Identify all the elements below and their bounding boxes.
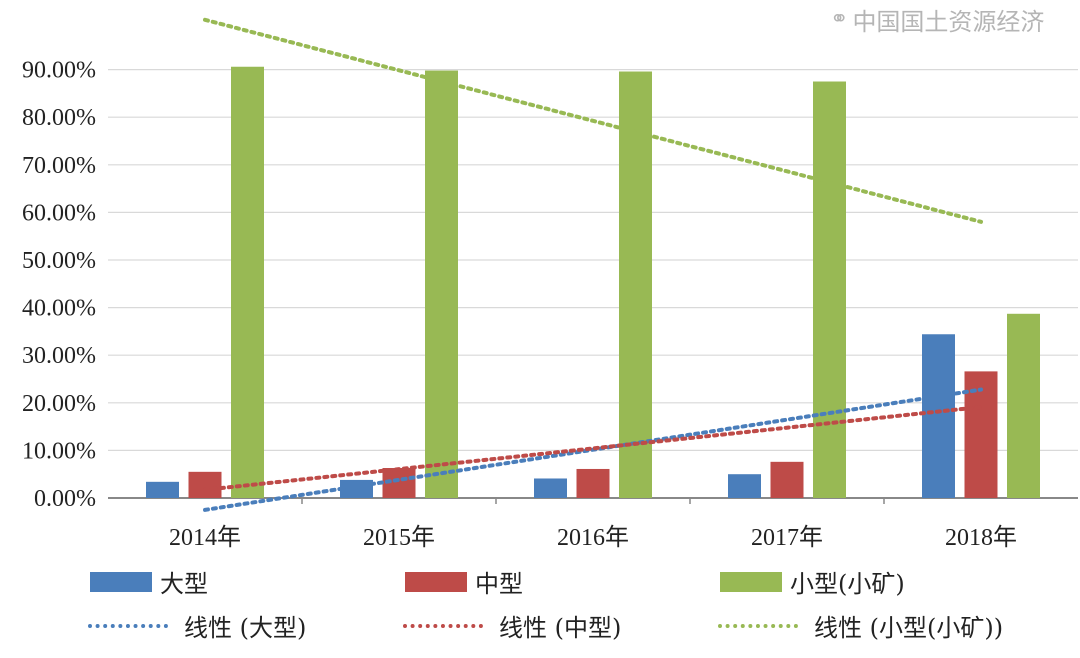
bar-0-1 xyxy=(340,479,373,498)
bar-2-1 xyxy=(425,70,458,498)
legend-label: 线性 (中型) xyxy=(499,614,622,642)
x-tick-label: 2016年 xyxy=(557,524,629,551)
bar-0-2 xyxy=(534,478,567,498)
legend-label: 中型 xyxy=(475,570,523,598)
legend-dotted-line-large xyxy=(88,623,168,628)
x-axis-ticks: 2014年 2015年 2016年 2017年 2018年 xyxy=(169,498,1017,551)
legend-item-medium: 中型 xyxy=(405,564,523,599)
bar-2-0 xyxy=(231,66,264,498)
bar-0-4 xyxy=(922,334,955,498)
legend-label: 线性 (大型) xyxy=(184,614,307,642)
y-tick-label: 0.00% xyxy=(34,486,96,512)
trendline-0 xyxy=(203,387,983,512)
legend-item-small: 小型(小矿) xyxy=(720,564,905,599)
legend-item-trend-large: 线性 (大型) xyxy=(88,608,306,643)
bar-1-4 xyxy=(964,371,998,498)
watermark: ⚭ 中国国土资源经济 xyxy=(830,2,1044,37)
y-axis-ticks: 0.00% 10.00% 20.00% 30.00% 40.00% 50.00% 60.00… xyxy=(22,58,96,512)
bar-1-3 xyxy=(770,461,804,498)
legend-label: 大型 xyxy=(160,570,208,598)
y-tick-label: 70.00% xyxy=(22,153,96,179)
legend-swatch-medium xyxy=(405,571,467,592)
wechat-icon: ⚭ xyxy=(830,7,849,32)
trendline-2 xyxy=(203,17,983,224)
legend-item-trend-small: 线性 (小型(小矿)) xyxy=(718,608,1003,643)
bar-2-3 xyxy=(813,81,846,498)
bar-2-2 xyxy=(619,71,652,498)
watermark-text: 中国国土资源经济 xyxy=(852,8,1045,36)
x-tick-label: 2015年 xyxy=(363,524,435,551)
legend-item-large: 大型 xyxy=(90,564,208,599)
legend-swatch-small xyxy=(720,571,782,592)
bar-0-3 xyxy=(728,474,761,498)
legend-dotted-line-small xyxy=(718,623,798,628)
legend-label: 小型(小矿) xyxy=(790,570,905,598)
y-tick-label: 30.00% xyxy=(22,343,96,369)
trendlines xyxy=(203,17,983,512)
bar-1-0 xyxy=(188,471,222,498)
y-tick-label: 80.00% xyxy=(22,105,96,131)
bars xyxy=(146,66,1040,498)
trendline-1 xyxy=(203,404,983,492)
y-tick-label: 90.00% xyxy=(22,58,96,84)
y-tick-label: 20.00% xyxy=(22,391,96,417)
x-tick-label: 2018年 xyxy=(945,524,1017,551)
y-tick-label: 40.00% xyxy=(22,296,96,322)
bar-2-4 xyxy=(1007,313,1040,498)
legend-dotted-line-medium xyxy=(403,623,483,628)
legend-label: 线性 (小型(小矿)) xyxy=(814,614,1004,642)
bar-0-0 xyxy=(146,481,179,498)
bar-1-2 xyxy=(576,468,610,498)
x-tick-label: 2014年 xyxy=(169,524,241,551)
y-tick-label: 60.00% xyxy=(22,200,96,226)
y-tick-label: 10.00% xyxy=(22,438,96,464)
x-tick-label: 2017年 xyxy=(751,524,823,551)
legend-swatch-large xyxy=(90,571,152,592)
legend-item-trend-medium: 线性 (中型) xyxy=(403,608,621,643)
bar-chart: 0.00% 10.00% 20.00% 30.00% 40.00% 50.00% 60.00… xyxy=(22,17,1078,551)
gridlines xyxy=(108,68,1078,499)
y-tick-label: 50.00% xyxy=(22,248,96,274)
